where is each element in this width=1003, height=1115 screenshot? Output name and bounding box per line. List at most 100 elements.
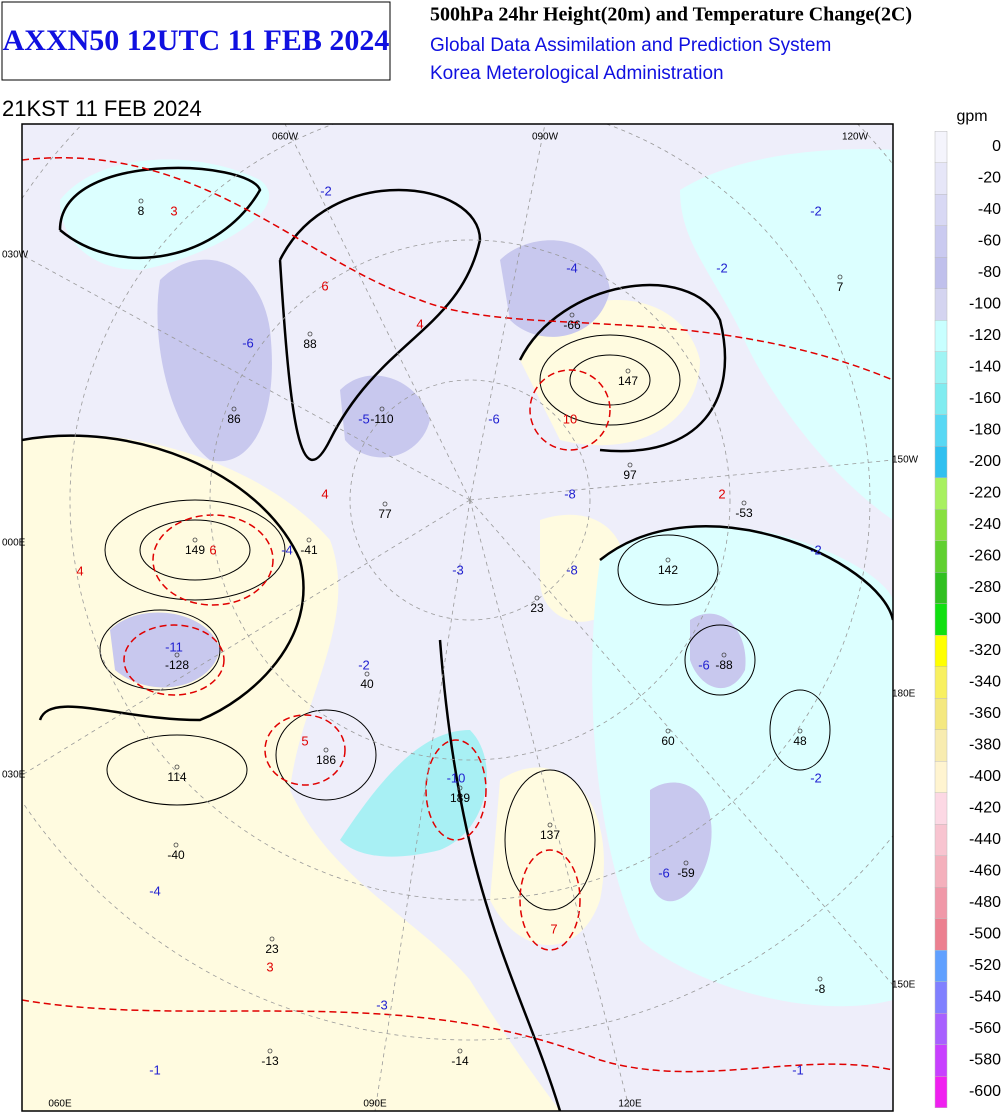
cooling-label: -5 bbox=[358, 411, 370, 426]
warming-label: 3 bbox=[170, 203, 177, 218]
colorbar-swatch bbox=[934, 509, 948, 541]
cooling-label: -1 bbox=[149, 1062, 161, 1077]
product: 500hPa 24hr Height(20m) and Temperature … bbox=[430, 4, 912, 26]
height-rise-area bbox=[520, 300, 700, 446]
height-change-label: 114 bbox=[167, 770, 186, 784]
station-marker bbox=[627, 462, 633, 468]
station-marker bbox=[173, 842, 179, 848]
warming-label: 3 bbox=[266, 959, 273, 974]
station-marker bbox=[192, 537, 198, 543]
height-fall-area bbox=[60, 159, 270, 270]
longitude-label: 090W bbox=[532, 132, 559, 143]
cooling-label: -6 bbox=[698, 657, 710, 672]
height-change-label: -128 bbox=[165, 658, 189, 672]
valid-time: 21KST 11 FEB 2024 bbox=[2, 96, 202, 121]
longitude-label: 030E bbox=[2, 770, 26, 781]
height-change-label: 88 bbox=[303, 337, 317, 351]
colorbar-swatch bbox=[934, 572, 948, 604]
colorbar-swatch bbox=[934, 666, 948, 699]
cooling-label: -2 bbox=[810, 542, 822, 557]
colorbar-swatch bbox=[934, 603, 948, 636]
station-marker bbox=[306, 537, 312, 543]
cooling-label: -2 bbox=[810, 770, 822, 785]
zero-contours bbox=[22, 166, 893, 1111]
colorbar-swatch bbox=[934, 729, 948, 762]
colorbar-swatch bbox=[934, 1044, 948, 1077]
colorbar-label: -560 bbox=[969, 1020, 1001, 1037]
colorbar-label: -480 bbox=[969, 894, 1001, 911]
station-marker bbox=[534, 595, 540, 601]
height-change-label: -8 bbox=[815, 982, 826, 996]
cooling-label: -11 bbox=[165, 639, 183, 654]
colorbar-label: -340 bbox=[969, 674, 1001, 691]
height-contours bbox=[99, 334, 831, 911]
cooling-label: -3 bbox=[452, 562, 464, 577]
station-marker bbox=[323, 747, 329, 753]
station-marker bbox=[174, 764, 180, 770]
station-marker bbox=[817, 976, 823, 982]
height-change-label: 186 bbox=[316, 753, 336, 767]
station-marker bbox=[138, 198, 144, 204]
longitude-label: 180E bbox=[892, 689, 916, 700]
cooling-label: -6 bbox=[658, 865, 670, 880]
warming-label: 4 bbox=[416, 316, 423, 331]
height-change-label: 97 bbox=[623, 468, 637, 482]
colorbar-label: -180 bbox=[969, 422, 1001, 439]
colorbar-label: -520 bbox=[969, 957, 1001, 974]
height-change-label: 77 bbox=[378, 507, 392, 521]
station-marker bbox=[547, 822, 553, 828]
longitude-label: 000E bbox=[2, 538, 26, 549]
station-marker bbox=[625, 368, 631, 374]
temperature-contours bbox=[22, 157, 893, 1073]
station-marker bbox=[837, 274, 843, 280]
colorbar-label: -320 bbox=[969, 642, 1001, 659]
station-marker bbox=[174, 652, 180, 658]
height-fall-area bbox=[680, 149, 893, 521]
colorbar-label: -220 bbox=[969, 485, 1001, 502]
longitude-label: 150E bbox=[892, 980, 916, 991]
agency: Korea Meterological Administration bbox=[430, 63, 724, 84]
warming-label: 6 bbox=[321, 278, 328, 293]
station-marker bbox=[665, 728, 671, 734]
cooling-label: -8 bbox=[564, 486, 576, 501]
warming-label: 7 bbox=[550, 921, 557, 936]
colorbar-label: -260 bbox=[969, 548, 1001, 565]
colorbar-label: -420 bbox=[969, 800, 1001, 817]
height-change-label: 48 bbox=[793, 734, 807, 748]
warming-label: 10 bbox=[563, 411, 577, 426]
longitude-label: 120E bbox=[618, 1099, 642, 1110]
height-change-label: -66 bbox=[563, 318, 581, 332]
colorbar-swatch bbox=[934, 225, 948, 258]
colorbar-swatch bbox=[934, 1013, 948, 1045]
cooling-label: -2 bbox=[358, 657, 370, 672]
colorbar-label: -540 bbox=[969, 989, 1001, 1006]
colorbar-label: -200 bbox=[969, 453, 1001, 470]
warming-label: 4 bbox=[76, 563, 83, 578]
colorbar-swatch bbox=[934, 477, 948, 510]
cooling-label: -4 bbox=[566, 260, 578, 275]
station-marker bbox=[741, 500, 747, 506]
colorbar-label: -280 bbox=[969, 579, 1001, 596]
colorbar-swatch bbox=[934, 635, 948, 667]
longitude-label: 060W bbox=[272, 132, 299, 143]
cooling-label: -2 bbox=[716, 260, 728, 275]
colorbar-swatch bbox=[934, 320, 948, 352]
height-change-label: -14 bbox=[451, 1054, 469, 1068]
colorbar-swatch bbox=[934, 887, 948, 919]
height-fall-core bbox=[340, 730, 487, 857]
height-fall-core bbox=[500, 240, 610, 337]
height-change-label: 149 bbox=[185, 543, 205, 557]
station-marker bbox=[364, 671, 370, 677]
height-change-label: 142 bbox=[658, 563, 678, 577]
station-marker bbox=[683, 860, 689, 866]
station-marker bbox=[457, 785, 463, 791]
cooling-label: -6 bbox=[488, 411, 500, 426]
height-change-label: 7 bbox=[837, 280, 844, 294]
colorbar-label: -120 bbox=[969, 327, 1001, 344]
colorbar-swatch bbox=[934, 540, 948, 573]
colorbar-swatch bbox=[934, 414, 948, 447]
colorbar-label: -600 bbox=[969, 1083, 1001, 1100]
longitude-label: 120W bbox=[842, 132, 869, 143]
